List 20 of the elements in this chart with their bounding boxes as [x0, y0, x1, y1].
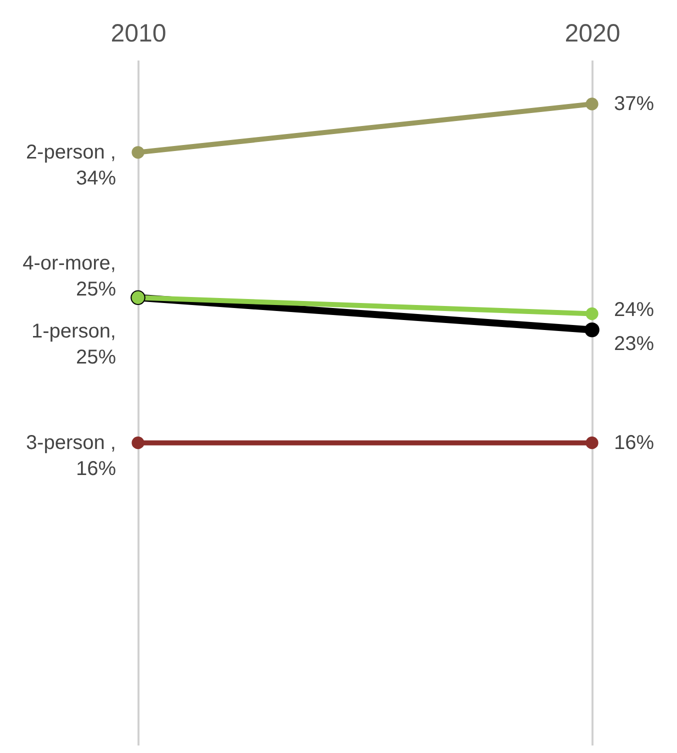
series-label: 2-person , — [26, 141, 116, 164]
series-label: 1-person, — [32, 320, 116, 343]
point — [132, 436, 144, 450]
data-label: 34% — [76, 167, 116, 190]
x-tick-label: 2010 — [110, 20, 166, 48]
data-label: 25% — [76, 278, 116, 301]
data-label: 25% — [76, 346, 116, 369]
data-label: 16% — [614, 432, 654, 454]
point — [586, 307, 598, 320]
data-label: 37% — [614, 93, 654, 115]
point — [132, 146, 144, 159]
x-tick-label: 2020 — [564, 20, 620, 48]
point — [586, 436, 598, 450]
point — [586, 98, 598, 110]
data-label: 24% — [614, 298, 654, 321]
data-label: 16% — [76, 458, 116, 480]
series-label: 3-person , — [26, 432, 116, 454]
point — [584, 322, 600, 338]
series-label: 4-or-more, — [22, 252, 116, 275]
data-label: 23% — [614, 332, 654, 355]
